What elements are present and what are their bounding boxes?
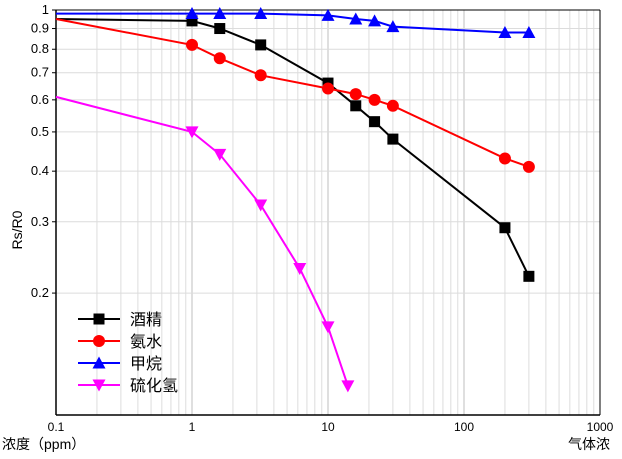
data-point [368, 93, 381, 106]
legend-marker [92, 379, 106, 392]
data-point [386, 20, 400, 33]
y-tick-label: 0.4 [31, 163, 49, 178]
x-tick-label: 100 [454, 420, 474, 434]
data-point [522, 25, 536, 38]
data-point [254, 199, 268, 212]
series-line-2 [56, 12, 529, 34]
y-tick-label: 0.3 [31, 214, 49, 229]
data-point [498, 25, 512, 38]
data-point [186, 38, 198, 51]
legend-label: 酒精 [130, 310, 162, 329]
legend-marker [93, 313, 105, 325]
bottom-fragment-right: 气体浓 [568, 436, 610, 452]
data-point [499, 222, 511, 234]
data-point [350, 100, 362, 112]
data-point [522, 160, 535, 173]
data-point [321, 321, 335, 334]
data-point [369, 116, 381, 128]
y-tick-label: 1 [42, 2, 49, 17]
legend-label: 氨水 [130, 332, 162, 351]
y-tick-label: 0.6 [31, 92, 49, 107]
x-tick-label: 1 [189, 420, 196, 434]
y-tick-label: 0.8 [31, 41, 49, 56]
series-3 [55, 95, 355, 393]
axes [55, 9, 601, 416]
data-point [523, 270, 535, 282]
data-point [349, 12, 363, 25]
data-point [254, 69, 267, 82]
data-point [213, 7, 227, 20]
data-point [498, 152, 511, 165]
series-line-1 [55, 18, 530, 168]
x-tick-label: 1000 [587, 420, 614, 434]
data-point [349, 88, 362, 101]
data-point [321, 8, 335, 21]
legend-label: 甲烷 [130, 354, 162, 373]
legend-label: 硫化氢 [130, 376, 178, 395]
data-point [341, 380, 355, 393]
data-point [255, 39, 267, 51]
legend-marker [92, 356, 106, 369]
tick-labels: 1 0.9 0.8 0.7 0.6 0.5 0.4 0.3 0.2 0.1 1 10 100 1000 [31, 2, 614, 434]
y-axis-label: Rs/R0 [9, 210, 25, 249]
data-point [368, 14, 382, 27]
data-point [387, 133, 399, 145]
data-point [293, 263, 307, 276]
data-point [186, 15, 198, 27]
series-layer [55, 7, 536, 393]
series-line-0 [55, 18, 530, 277]
series-2 [56, 7, 536, 38]
data-point [386, 99, 399, 112]
data-point [214, 23, 226, 35]
y-tick-label: 0.7 [31, 65, 49, 80]
data-point [213, 148, 227, 161]
series-0 [55, 15, 535, 282]
y-tick-label: 0.2 [31, 285, 49, 300]
data-point [185, 7, 199, 20]
legend-marker [93, 335, 105, 347]
y-tick-label: 0.9 [31, 21, 49, 36]
data-point [254, 7, 268, 20]
x-tick-label: 0.1 [48, 420, 65, 434]
data-point [185, 126, 199, 139]
series-1 [55, 18, 535, 173]
data-point [322, 82, 334, 95]
bottom-fragment-left: 浓度（ppm） [2, 436, 85, 452]
y-tick-label: 0.5 [31, 124, 49, 139]
x-tick-label: 10 [321, 420, 335, 434]
data-point [213, 52, 226, 65]
